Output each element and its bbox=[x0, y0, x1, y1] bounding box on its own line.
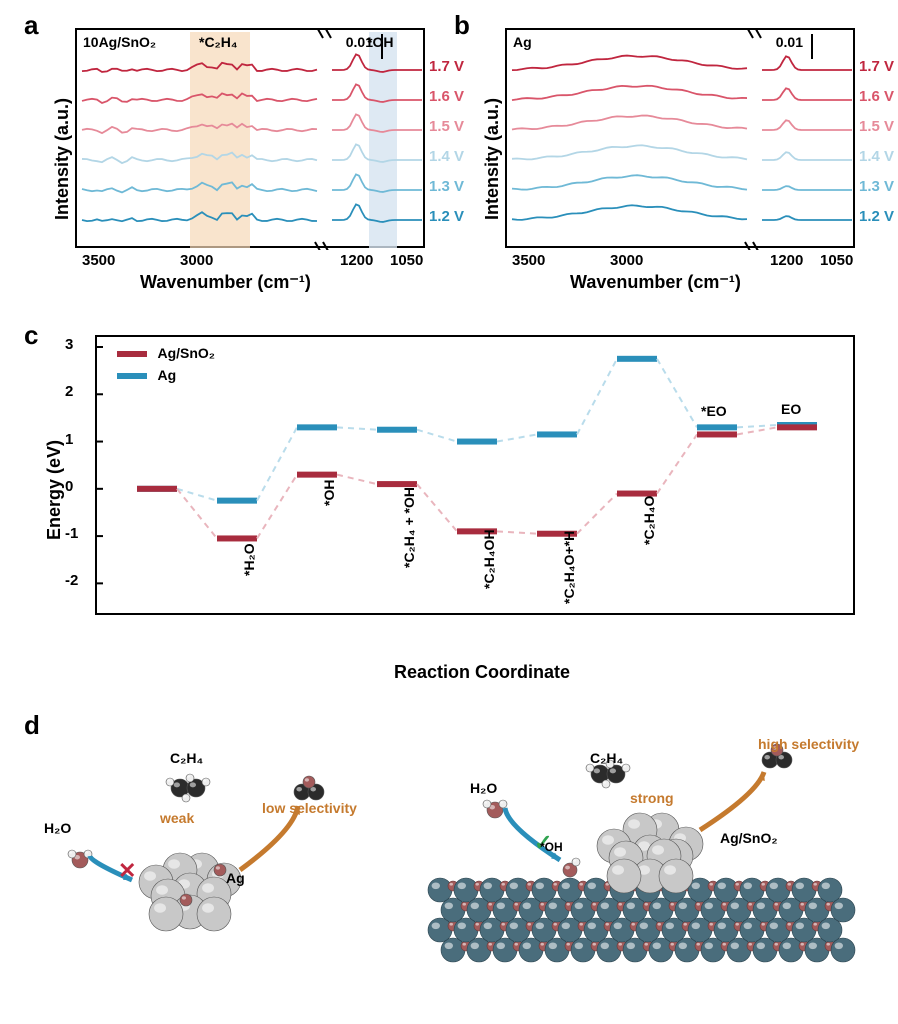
panel-c-xlabel: Reaction Coordinate bbox=[394, 662, 570, 683]
panel-c-ytick: 3 bbox=[65, 336, 73, 353]
voltage-label: 1.7 V bbox=[859, 58, 894, 75]
panel-b-svg bbox=[507, 30, 857, 250]
intermediate-label: *H₂O bbox=[241, 544, 257, 577]
d-right-result: high selectivity bbox=[758, 736, 859, 752]
voltage-label: 1.2 V bbox=[429, 208, 464, 225]
legend-row-1: Ag bbox=[117, 367, 215, 385]
panel-a-ylabel: Intensity (a.u.) bbox=[52, 98, 73, 220]
d-right-cat: Ag/SnO₂ bbox=[720, 830, 778, 846]
legend-row-0: Ag/SnO₂ bbox=[117, 345, 215, 363]
legend-swatch-0 bbox=[117, 351, 147, 357]
voltage-label: 1.2 V bbox=[859, 208, 894, 225]
panel-d-left-svg: ✕ bbox=[40, 740, 380, 970]
legend-swatch-1 bbox=[117, 373, 147, 379]
intermediate-label: *C₂H₄ + *OH bbox=[401, 487, 417, 568]
panel-letter-d: d bbox=[24, 710, 40, 741]
d-left-ag: Ag bbox=[226, 870, 245, 886]
panel-c-ytick: 2 bbox=[65, 383, 73, 400]
intermediate-label: EO bbox=[781, 401, 801, 417]
panel-b-xtick-3: 1050 bbox=[820, 252, 853, 269]
voltage-label: 1.5 V bbox=[429, 118, 464, 135]
panel-a-xtick-2: 1200 bbox=[340, 252, 373, 269]
voltage-label: 1.5 V bbox=[859, 118, 894, 135]
intermediate-label: *C₂H₄O+*H bbox=[561, 531, 577, 604]
intermediate-label: *EO bbox=[701, 403, 727, 419]
panel-c-ytick: 0 bbox=[65, 478, 73, 495]
panel-a-xtick-0: 3500 bbox=[82, 252, 115, 269]
panel-b-chart: Ag 0.01 bbox=[505, 28, 855, 248]
panel-c-ytick: -1 bbox=[65, 525, 78, 542]
panel-d-right-svg: ✓ bbox=[400, 720, 870, 1000]
panel-letter-a: a bbox=[24, 10, 38, 41]
panel-a-xlabel: Wavenumber (cm⁻¹) bbox=[140, 272, 311, 293]
panel-c-chart: Ag/SnO₂ Ag bbox=[95, 335, 855, 615]
svg-text:✕: ✕ bbox=[118, 858, 136, 883]
panel-c-ytick: -2 bbox=[65, 572, 78, 589]
panel-b-ylabel: Intensity (a.u.) bbox=[482, 98, 503, 220]
d-right-strong: strong bbox=[630, 790, 674, 806]
voltage-label: 1.7 V bbox=[429, 58, 464, 75]
legend-label-0: Ag/SnO₂ bbox=[157, 345, 215, 361]
panel-b-xtick-1: 3000 bbox=[610, 252, 643, 269]
voltage-label: 1.4 V bbox=[859, 148, 894, 165]
intermediate-label: *C₂H₄OH bbox=[481, 529, 497, 589]
voltage-label: 1.6 V bbox=[429, 88, 464, 105]
d-left-weak: weak bbox=[160, 810, 194, 826]
panel-letter-c: c bbox=[24, 320, 38, 351]
d-left-result: low selectivity bbox=[262, 800, 357, 816]
panel-c-ytick: 1 bbox=[65, 431, 73, 448]
d-right-h2o: H₂O bbox=[470, 780, 497, 796]
panel-c-legend: Ag/SnO₂ Ag bbox=[117, 345, 215, 385]
d-left-h2o: H₂O bbox=[44, 820, 71, 836]
voltage-label: 1.3 V bbox=[859, 178, 894, 195]
panel-a-svg bbox=[77, 30, 427, 250]
panel-letter-b: b bbox=[454, 10, 470, 41]
voltage-label: 1.4 V bbox=[429, 148, 464, 165]
panel-a-chart: 10Ag/SnO₂ *C₂H₄ *OH 0.01 bbox=[75, 28, 425, 248]
d-right-oh: *OH bbox=[540, 840, 563, 854]
legend-label-1: Ag bbox=[157, 367, 176, 383]
panel-b-xtick-2: 1200 bbox=[770, 252, 803, 269]
intermediate-label: *OH bbox=[321, 480, 337, 506]
panel-a-xtick-1: 3000 bbox=[180, 252, 213, 269]
intermediate-label: *C₂H₄O bbox=[641, 495, 657, 544]
panel-a-xtick-3: 1050 bbox=[390, 252, 423, 269]
d-right-c2h4: C₂H₄ bbox=[590, 750, 623, 766]
panel-c-ylabel: Energy (eV) bbox=[44, 440, 65, 540]
panel-b-xtick-0: 3500 bbox=[512, 252, 545, 269]
voltage-label: 1.6 V bbox=[859, 88, 894, 105]
panel-b-xlabel: Wavenumber (cm⁻¹) bbox=[570, 272, 741, 293]
voltage-label: 1.3 V bbox=[429, 178, 464, 195]
d-left-c2h4: C₂H₄ bbox=[170, 750, 203, 766]
